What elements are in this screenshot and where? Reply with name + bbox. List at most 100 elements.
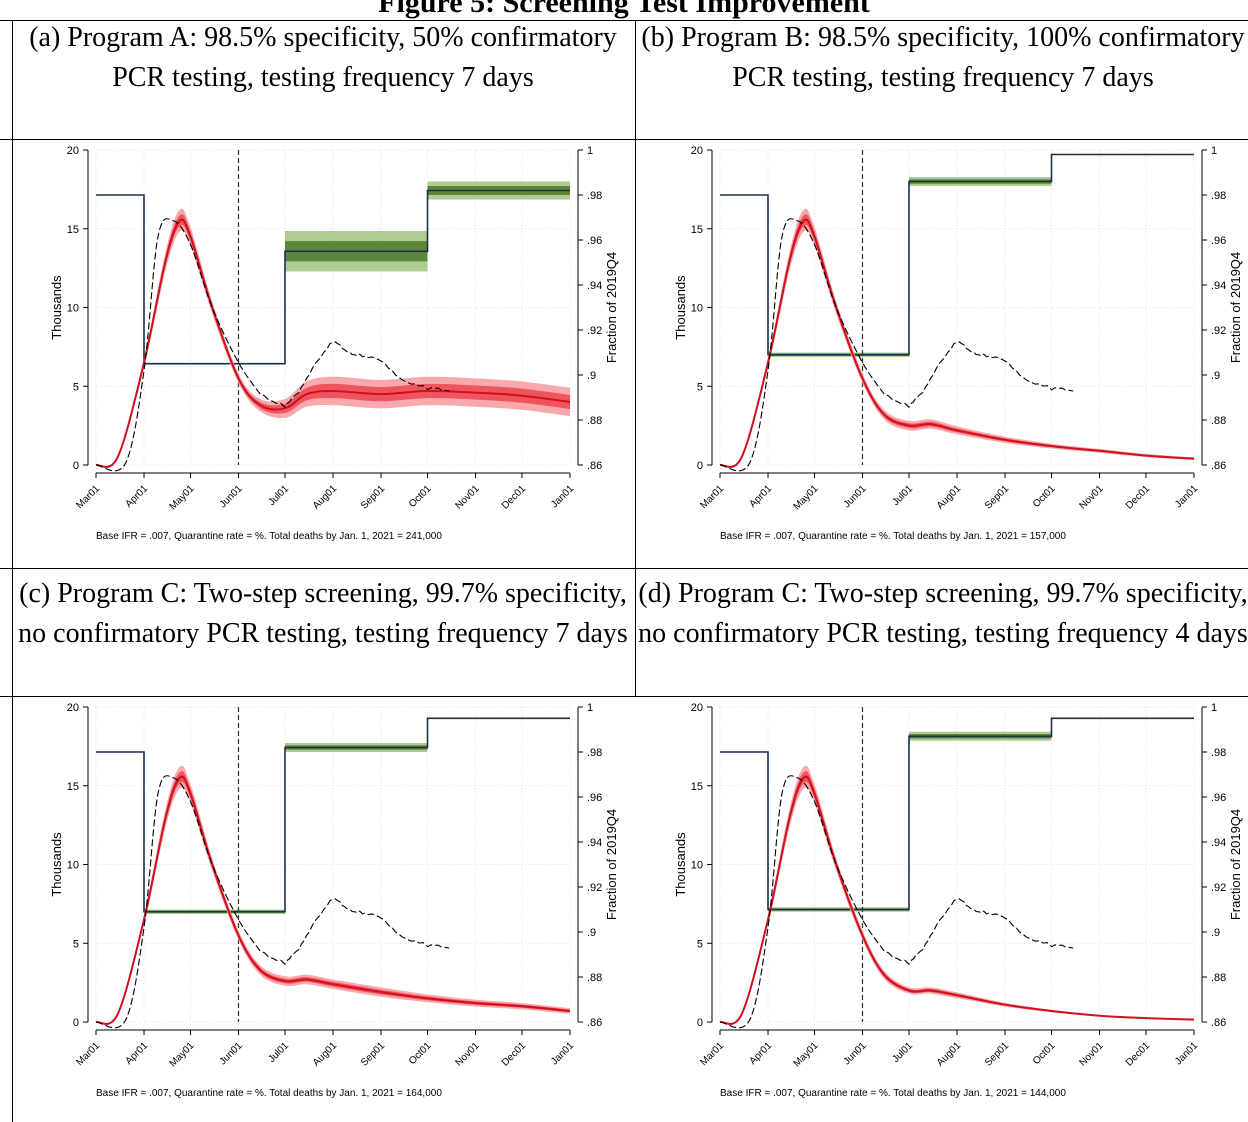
y-tick-label: 5 — [73, 938, 79, 950]
y-tick-label: 15 — [691, 781, 703, 793]
y2-tick-label: .9 — [1211, 370, 1220, 382]
y-axis-label: Thousands — [49, 832, 64, 897]
y2-tick-label: .94 — [1211, 280, 1226, 292]
y2-tick-label: .98 — [587, 190, 602, 202]
y-tick-label: 10 — [691, 303, 703, 315]
x-tick-label: Mar01 — [698, 483, 726, 511]
y-tick-label: 15 — [67, 224, 79, 236]
x-tick-label: Jan01 — [1173, 483, 1200, 510]
x-tick-label: Jul01 — [266, 483, 291, 508]
grid-line-row2-caption — [0, 696, 1248, 697]
y-tick-label: 5 — [697, 381, 703, 393]
deaths-actual-line — [95, 218, 450, 472]
x-tick-label: May01 — [792, 1040, 821, 1069]
y2-tick-label: .94 — [587, 280, 602, 292]
deaths-band-outer — [720, 765, 1194, 1025]
deaths-band-outer — [96, 208, 570, 468]
y2-axis-label: Fraction of 2019Q4 — [1228, 252, 1243, 363]
grid-line-center — [635, 20, 636, 696]
y-tick-label: 20 — [691, 145, 703, 157]
gdp-step-line — [96, 189, 570, 365]
x-tick-label: Oct01 — [407, 483, 434, 510]
x-tick-label: Apr01 — [747, 483, 774, 510]
y2-tick-label: .96 — [587, 235, 602, 247]
y-tick-label: 5 — [73, 381, 79, 393]
panel-d-chart: 0 5 10 15 20 Thousands .86 .88 .9 .92 .94 .96 .98 1 Fr… — [673, 702, 1243, 1099]
x-tick-label: Jun01 — [842, 483, 869, 510]
page-title: Figure 5: Screening Test Improvement — [378, 0, 870, 19]
x-tick-label: Oct01 — [1031, 1040, 1058, 1067]
deaths-model-line — [95, 218, 571, 468]
y2-tick-label: .86 — [587, 1017, 602, 1029]
panel-note: Base IFR = .007, Quarantine rate = %. To… — [720, 1088, 1066, 1099]
deaths-model-line — [95, 775, 571, 1025]
x-tick-label: Sep01 — [983, 1040, 1012, 1069]
y2-tick-label: .88 — [587, 415, 602, 427]
deaths-actual-line — [719, 775, 1074, 1029]
x-tick-label: Jan01 — [1173, 1040, 1200, 1067]
y2-tick-label: .92 — [587, 325, 602, 337]
y2-tick-label: .92 — [1211, 325, 1226, 337]
y-tick-label: 20 — [691, 702, 703, 714]
panel-a-caption: (a) Program A: 98.5% specificity, 50% co… — [29, 22, 617, 93]
x-tick-label: May01 — [792, 483, 821, 512]
y2-tick-label: .94 — [587, 837, 602, 849]
y2-tick-label: .88 — [587, 972, 602, 984]
gdp-step-line — [720, 717, 1194, 911]
y-tick-label: 15 — [67, 781, 79, 793]
x-tick-label: Jul01 — [890, 1040, 915, 1065]
y-tick-label: 0 — [73, 1017, 79, 1029]
x-tick-label: May01 — [168, 483, 197, 512]
panel-note: Base IFR = .007, Quarantine rate = %. To… — [720, 531, 1066, 542]
x-tick-label: Jun01 — [842, 1040, 869, 1067]
deaths-actual-line — [719, 218, 1074, 472]
y2-tick-label: .92 — [1211, 882, 1226, 894]
deaths-actual-line — [95, 775, 450, 1029]
grid-line-middle — [0, 568, 1248, 569]
grid-line-top — [0, 20, 1248, 21]
y2-tick-label: 1 — [587, 145, 593, 157]
y-tick-label: 5 — [697, 938, 703, 950]
x-tick-label: Aug01 — [311, 483, 340, 512]
y2-tick-label: 1 — [587, 702, 593, 714]
x-tick-label: Dec01 — [1124, 1040, 1153, 1069]
x-tick-label: Mar01 — [698, 1040, 726, 1068]
y-axis-label: Thousands — [49, 275, 64, 340]
y2-tick-label: .98 — [587, 747, 602, 759]
y-tick-label: 0 — [697, 460, 703, 472]
x-tick-label: Mar01 — [74, 1040, 102, 1068]
x-tick-label: Jul01 — [890, 483, 915, 508]
panel-a-chart: 0 5 10 15 20 Thousands .86 .88 .9 .92 .94 .96 .98 1 Fr… — [49, 145, 619, 542]
y2-tick-label: .98 — [1211, 747, 1226, 759]
x-tick-label: Oct01 — [1031, 483, 1058, 510]
y2-tick-label: .96 — [1211, 235, 1226, 247]
x-tick-label: Nov01 — [1077, 1040, 1106, 1069]
y2-tick-label: .88 — [1211, 972, 1226, 984]
x-tick-label: Dec01 — [500, 1040, 529, 1069]
x-tick-label: Apr01 — [123, 1040, 150, 1067]
panel-c-chart: 0 5 10 15 20 Thousands .86 .88 .9 .92 .94 .96 .98 1 Fr… — [49, 702, 619, 1099]
y2-tick-label: 1 — [1211, 145, 1217, 157]
x-tick-label: Sep01 — [359, 1040, 388, 1069]
x-tick-label: Aug01 — [935, 1040, 964, 1069]
deaths-model-line — [719, 775, 1195, 1025]
y2-tick-label: .86 — [1211, 1017, 1226, 1029]
x-tick-label: Mar01 — [74, 483, 102, 511]
x-tick-label: Aug01 — [935, 483, 964, 512]
gdp-step-line — [720, 153, 1194, 356]
panel-note: Base IFR = .007, Quarantine rate = %. To… — [96, 1088, 442, 1099]
y2-axis-label: Fraction of 2019Q4 — [604, 809, 619, 920]
y2-tick-label: .92 — [587, 882, 602, 894]
figure-grid — [0, 20, 1248, 1122]
x-tick-label: Aug01 — [311, 1040, 340, 1069]
y2-axis-label: Fraction of 2019Q4 — [604, 252, 619, 363]
x-tick-label: Apr01 — [123, 483, 150, 510]
x-tick-label: Nov01 — [453, 483, 482, 512]
x-tick-label: Oct01 — [407, 1040, 434, 1067]
panel-note: Base IFR = .007, Quarantine rate = %. To… — [96, 531, 442, 542]
x-tick-label: Jun01 — [218, 483, 245, 510]
panel-b-caption: (b) Program B: 98.5% specificity, 100% c… — [641, 22, 1245, 93]
grid-line-row1-caption — [0, 139, 1248, 140]
y2-tick-label: .9 — [587, 370, 596, 382]
y-tick-label: 10 — [691, 860, 703, 872]
